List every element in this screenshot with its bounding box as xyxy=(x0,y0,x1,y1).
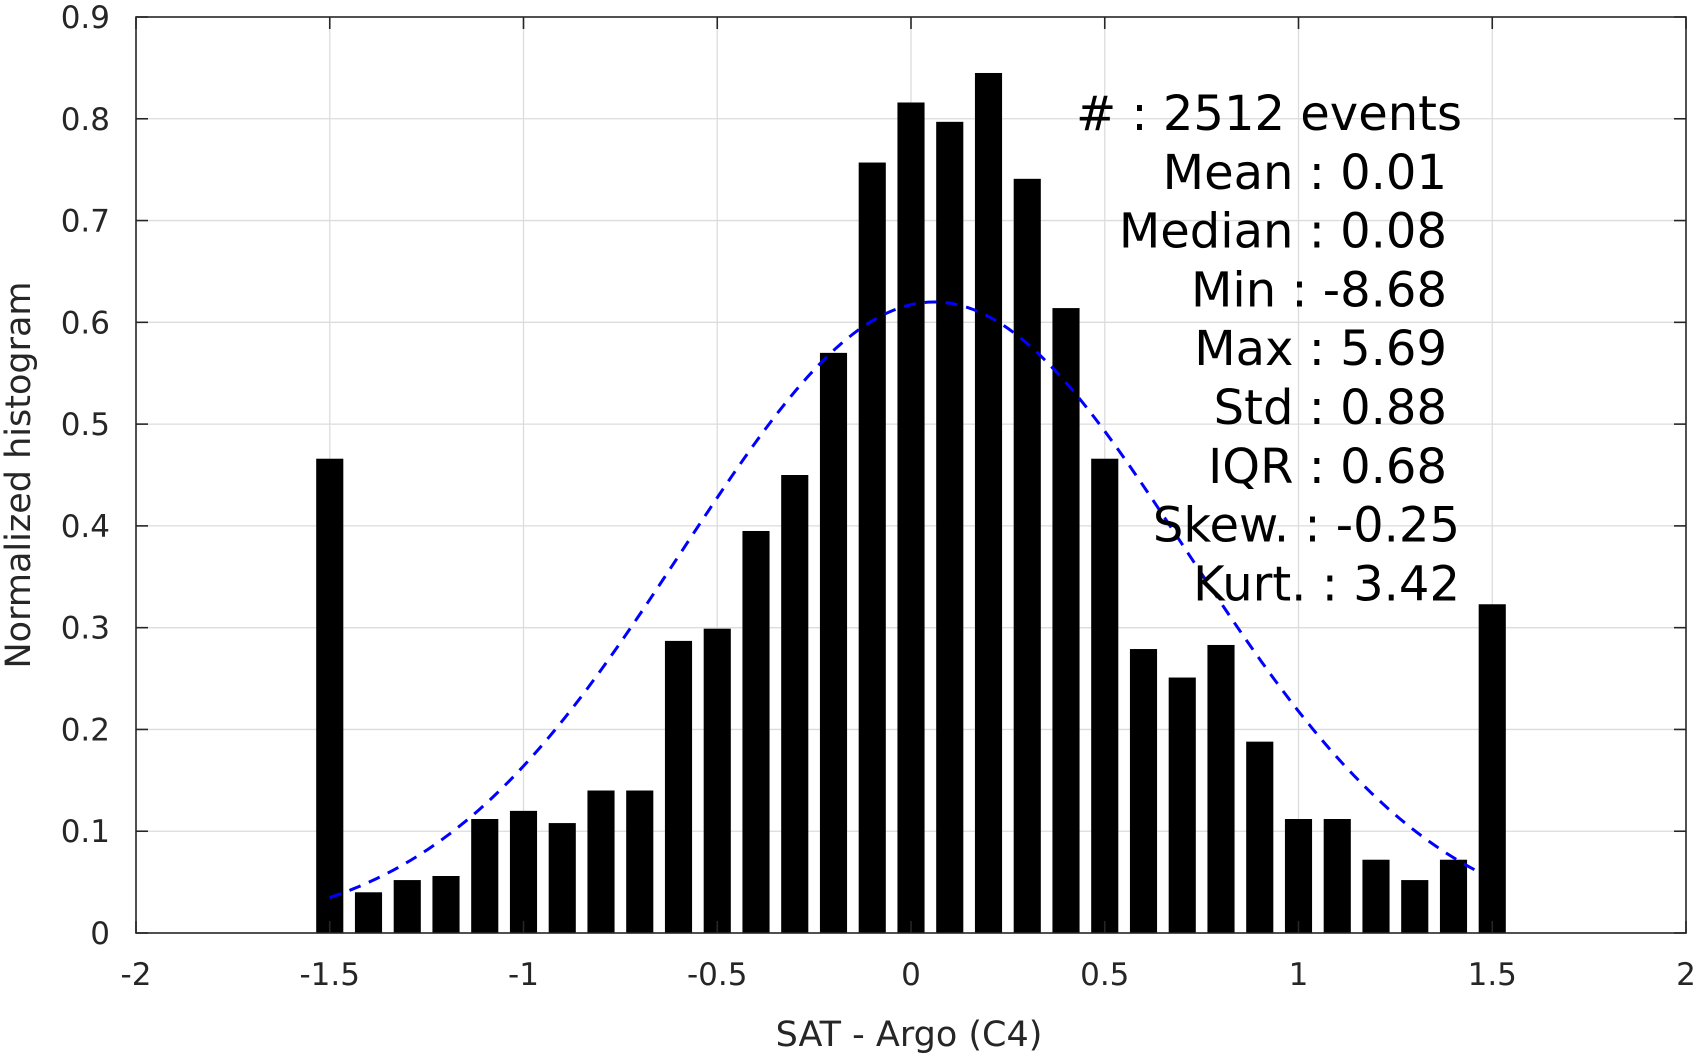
axis-ticks: -2 -1.5 -1 -0.5 0 0.5 1 1.5 2 0 0.1 0.2 0.3 0.4 0.5 0.6… xyxy=(61,0,1696,993)
normal-fit-curve-layer xyxy=(329,300,1482,899)
histogram-bar xyxy=(703,628,731,933)
stat-line: IQR : 0.68 xyxy=(1208,439,1447,495)
histogram-bar xyxy=(509,810,538,933)
y-tick-label: 0.7 xyxy=(61,204,110,240)
histogram-bar xyxy=(1207,644,1235,933)
y-tick-label: 0.4 xyxy=(61,509,110,545)
x-axis-label: SAT - Argo (C4) xyxy=(776,1015,1043,1055)
histogram-bar xyxy=(1129,649,1158,933)
histogram-bar xyxy=(1013,178,1041,933)
histogram-bars xyxy=(316,72,1506,933)
x-tick-label: 0 xyxy=(901,957,921,993)
normal-fit-curve xyxy=(329,300,1482,899)
y-axis-label: Normalized histogram xyxy=(0,281,39,668)
y-tick-label: 0.5 xyxy=(61,407,110,443)
stat-line: # : 2512 events xyxy=(1076,86,1462,142)
stat-line: Mean : 0.01 xyxy=(1163,145,1447,201)
histogram-bar xyxy=(393,880,421,933)
stat-line: Kurt. : 3.42 xyxy=(1193,556,1460,612)
y-tick-label: 0.1 xyxy=(61,814,110,850)
histogram-bar xyxy=(1284,819,1313,933)
histogram-bar xyxy=(354,892,383,933)
y-tick-label: 0.2 xyxy=(61,712,110,748)
y-tick-label: 0.9 xyxy=(61,0,110,36)
stat-line: Min : -8.68 xyxy=(1191,262,1447,318)
x-tick-label: -1.5 xyxy=(300,957,361,993)
histogram-bar xyxy=(974,72,1003,933)
histogram-bar xyxy=(664,640,693,933)
histogram-bar xyxy=(626,790,654,933)
histogram-bar xyxy=(936,121,964,933)
histogram-bar xyxy=(1401,880,1429,933)
x-tick-label: 0.5 xyxy=(1080,957,1129,993)
histogram-bar xyxy=(781,475,809,933)
histogram-bar xyxy=(432,876,460,933)
histogram-bar xyxy=(1052,308,1080,933)
histogram-bar xyxy=(316,458,344,933)
histogram-bar xyxy=(471,819,499,933)
histogram-bar xyxy=(1478,604,1506,933)
histogram-bar xyxy=(1091,458,1119,933)
y-tick-label: 0 xyxy=(90,916,110,952)
stat-line: Max : 5.69 xyxy=(1194,321,1447,377)
x-tick-label: 1.5 xyxy=(1468,957,1517,993)
stat-line: Std : 0.88 xyxy=(1214,380,1447,436)
x-tick-label: 2 xyxy=(1676,957,1696,993)
x-tick-label: -2 xyxy=(121,957,152,993)
y-tick-label: 0.8 xyxy=(61,102,110,138)
y-tick-label: 0.6 xyxy=(61,305,110,341)
histogram-bar xyxy=(1323,819,1351,933)
histogram-bar xyxy=(858,162,886,933)
stat-line: Skew. : -0.25 xyxy=(1153,498,1460,554)
histogram-bar xyxy=(819,352,848,933)
histogram-bar xyxy=(1439,859,1468,933)
histogram-bar xyxy=(548,823,576,933)
histogram-bar xyxy=(1246,741,1274,933)
x-tick-label: -0.5 xyxy=(687,957,748,993)
histogram-bar xyxy=(1362,859,1390,933)
y-tick-label: 0.3 xyxy=(61,611,110,647)
stat-line: Median : 0.08 xyxy=(1119,204,1447,260)
histogram-bar xyxy=(1168,677,1196,933)
x-tick-label: 1 xyxy=(1289,957,1309,993)
x-tick-label: -1 xyxy=(508,957,539,993)
histogram-bar xyxy=(587,790,615,933)
histogram-bar xyxy=(897,102,925,933)
histogram-bar xyxy=(742,530,770,933)
